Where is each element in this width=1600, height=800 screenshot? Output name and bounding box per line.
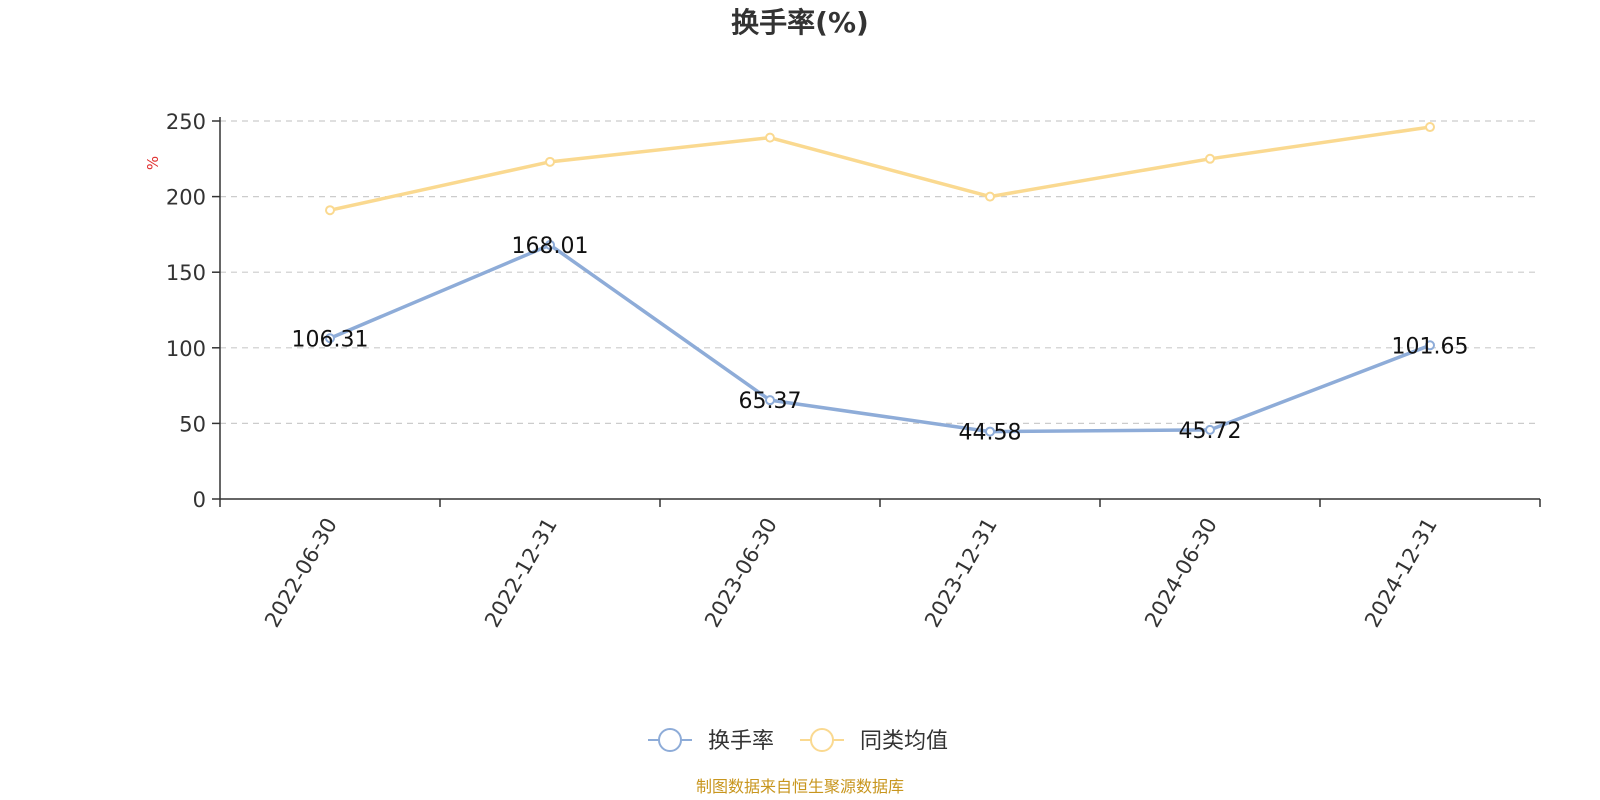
grid-lines: [220, 120, 1540, 424]
data-label-4: 45.72: [1179, 419, 1242, 444]
data-point-s0-3[interactable]: [985, 426, 995, 437]
chart-title: 换手率(%): [731, 6, 869, 39]
x-tick-label-2024-12-31: 2024-12-31: [1360, 514, 1442, 632]
x-tick-label-2022-12-31: 2022-12-31: [480, 514, 562, 632]
data-point-s0-0[interactable]: [325, 333, 335, 344]
data-point-s1-5[interactable]: [1425, 122, 1435, 133]
axes: 0 50 100 150 200 250 2022-06-30 2022-12-31 2023-…: [166, 110, 1541, 632]
legend-item-turnover[interactable]: 换手率: [648, 728, 774, 754]
y-tick-label-100: 100: [166, 337, 206, 361]
y-tick-label-0: 0: [193, 488, 206, 512]
legend-item-peer-average[interactable]: 同类均值: [800, 728, 948, 754]
y-tick-label-200: 200: [166, 186, 206, 210]
data-point-s0-4[interactable]: [1205, 424, 1215, 435]
data-point-s1-3[interactable]: [985, 191, 995, 202]
data-point-s1-4[interactable]: [1205, 153, 1215, 164]
series-line-0: [329, 243, 1431, 434]
data-label-3: 44.58: [959, 421, 1022, 446]
data-label-0: 106.31: [292, 327, 369, 352]
data-label-2: 65.37: [739, 389, 802, 414]
legend-turnover-label: 换手率: [708, 729, 774, 754]
data-point-s0-1[interactable]: [545, 239, 555, 250]
data-label-1: 168.01: [512, 234, 589, 259]
legend: 换手率 同类均值: [648, 728, 948, 754]
data-source-note: 制图数据来自恒生聚源数据库: [696, 777, 904, 796]
series-line-1: [329, 125, 1431, 212]
y-tick-label-50: 50: [179, 412, 206, 436]
x-tick-label-2023-06-30: 2023-06-30: [700, 514, 782, 632]
x-tick-label-2024-06-30: 2024-06-30: [1140, 514, 1222, 632]
y-tick-label-250: 250: [166, 110, 206, 134]
data-label-5: 101.65: [1392, 334, 1469, 359]
data-point-s0-5[interactable]: [1425, 340, 1435, 351]
data-point-s1-0[interactable]: [325, 205, 335, 216]
y-tick-label-150: 150: [166, 261, 206, 285]
data-point-s0-2[interactable]: [765, 395, 775, 406]
legend-peer-average-marker: [810, 728, 834, 752]
series-lines: [325, 122, 1435, 437]
data-labels: 106.31 168.01 65.37 44.58 45.72 101.65: [292, 234, 1469, 446]
data-point-s1-2[interactable]: [765, 132, 775, 143]
data-point-s1-1[interactable]: [545, 156, 555, 167]
legend-peer-average-label: 同类均值: [860, 729, 948, 754]
y-axis-unit-label: %: [144, 156, 162, 170]
x-tick-label-2022-06-30: 2022-06-30: [260, 514, 342, 632]
x-tick-label-2023-12-31: 2023-12-31: [920, 514, 1002, 632]
legend-turnover-marker: [658, 728, 682, 752]
